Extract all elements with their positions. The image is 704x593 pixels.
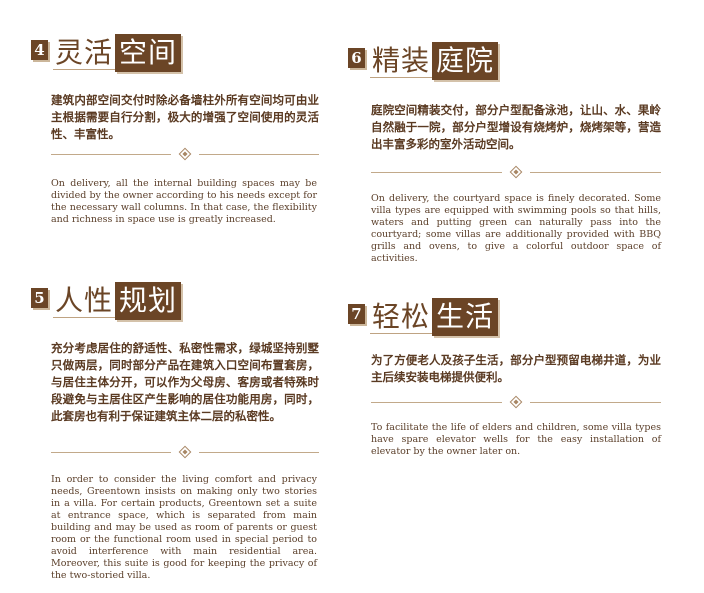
section-4-heading: 4 灵活 空间	[31, 34, 231, 74]
section-5-en-text: In order to consider the living comfort …	[51, 474, 317, 581]
section-6-zh-text: 庭院空间精装交付，部分户型配备泳池，让山、水、果岭自然融于一院，部分户型增设有烧…	[371, 103, 661, 151]
section-title-boxed: 生活	[432, 298, 499, 336]
section-number: 7	[348, 304, 365, 324]
section-number: 5	[31, 288, 48, 308]
section-title-plain: 轻松	[369, 298, 433, 336]
section-7-en-text: To facilitate the life of elders and chi…	[371, 422, 661, 457]
section-title-plain: 人性	[52, 282, 116, 320]
section-6-heading: 6 精装 庭院	[348, 42, 548, 82]
diamond-ornament-icon	[509, 395, 523, 409]
section-5-zh-text: 充分考虑居住的舒适性、私密性需求，绿城坚持别墅只做两层，同时部分产品在建筑入口空…	[51, 341, 319, 423]
diamond-ornament-icon	[509, 165, 523, 179]
section-title-boxed: 规划	[115, 282, 182, 320]
section-title-boxed: 庭院	[432, 42, 499, 80]
section-7-zh-text: 为了方便老人及孩子生活，部分户型预留电梯井道，为业主后续安装电梯提供便利。	[371, 353, 661, 384]
divider	[371, 394, 661, 412]
divider	[51, 444, 319, 462]
section-4-zh-text: 建筑内部空间交付时除必备墙柱外所有空间均可由业主根据需要自行分割，极大的增强了空…	[51, 93, 319, 141]
diamond-ornament-icon	[178, 445, 192, 459]
section-6-en-text: On delivery, the courtyard space is fine…	[371, 193, 661, 264]
section-title-plain: 精装	[369, 42, 433, 80]
divider	[371, 164, 661, 182]
section-number: 6	[348, 48, 365, 68]
section-5-heading: 5 人性 规划	[31, 282, 231, 322]
section-7-heading: 7 轻松 生活	[348, 298, 548, 338]
section-title-plain: 灵活	[52, 34, 116, 72]
section-number: 4	[31, 40, 48, 60]
divider	[51, 146, 319, 164]
section-title-boxed: 空间	[115, 34, 182, 72]
diamond-ornament-icon	[178, 147, 192, 161]
section-4-en-text: On delivery, all the internal building s…	[51, 178, 317, 225]
